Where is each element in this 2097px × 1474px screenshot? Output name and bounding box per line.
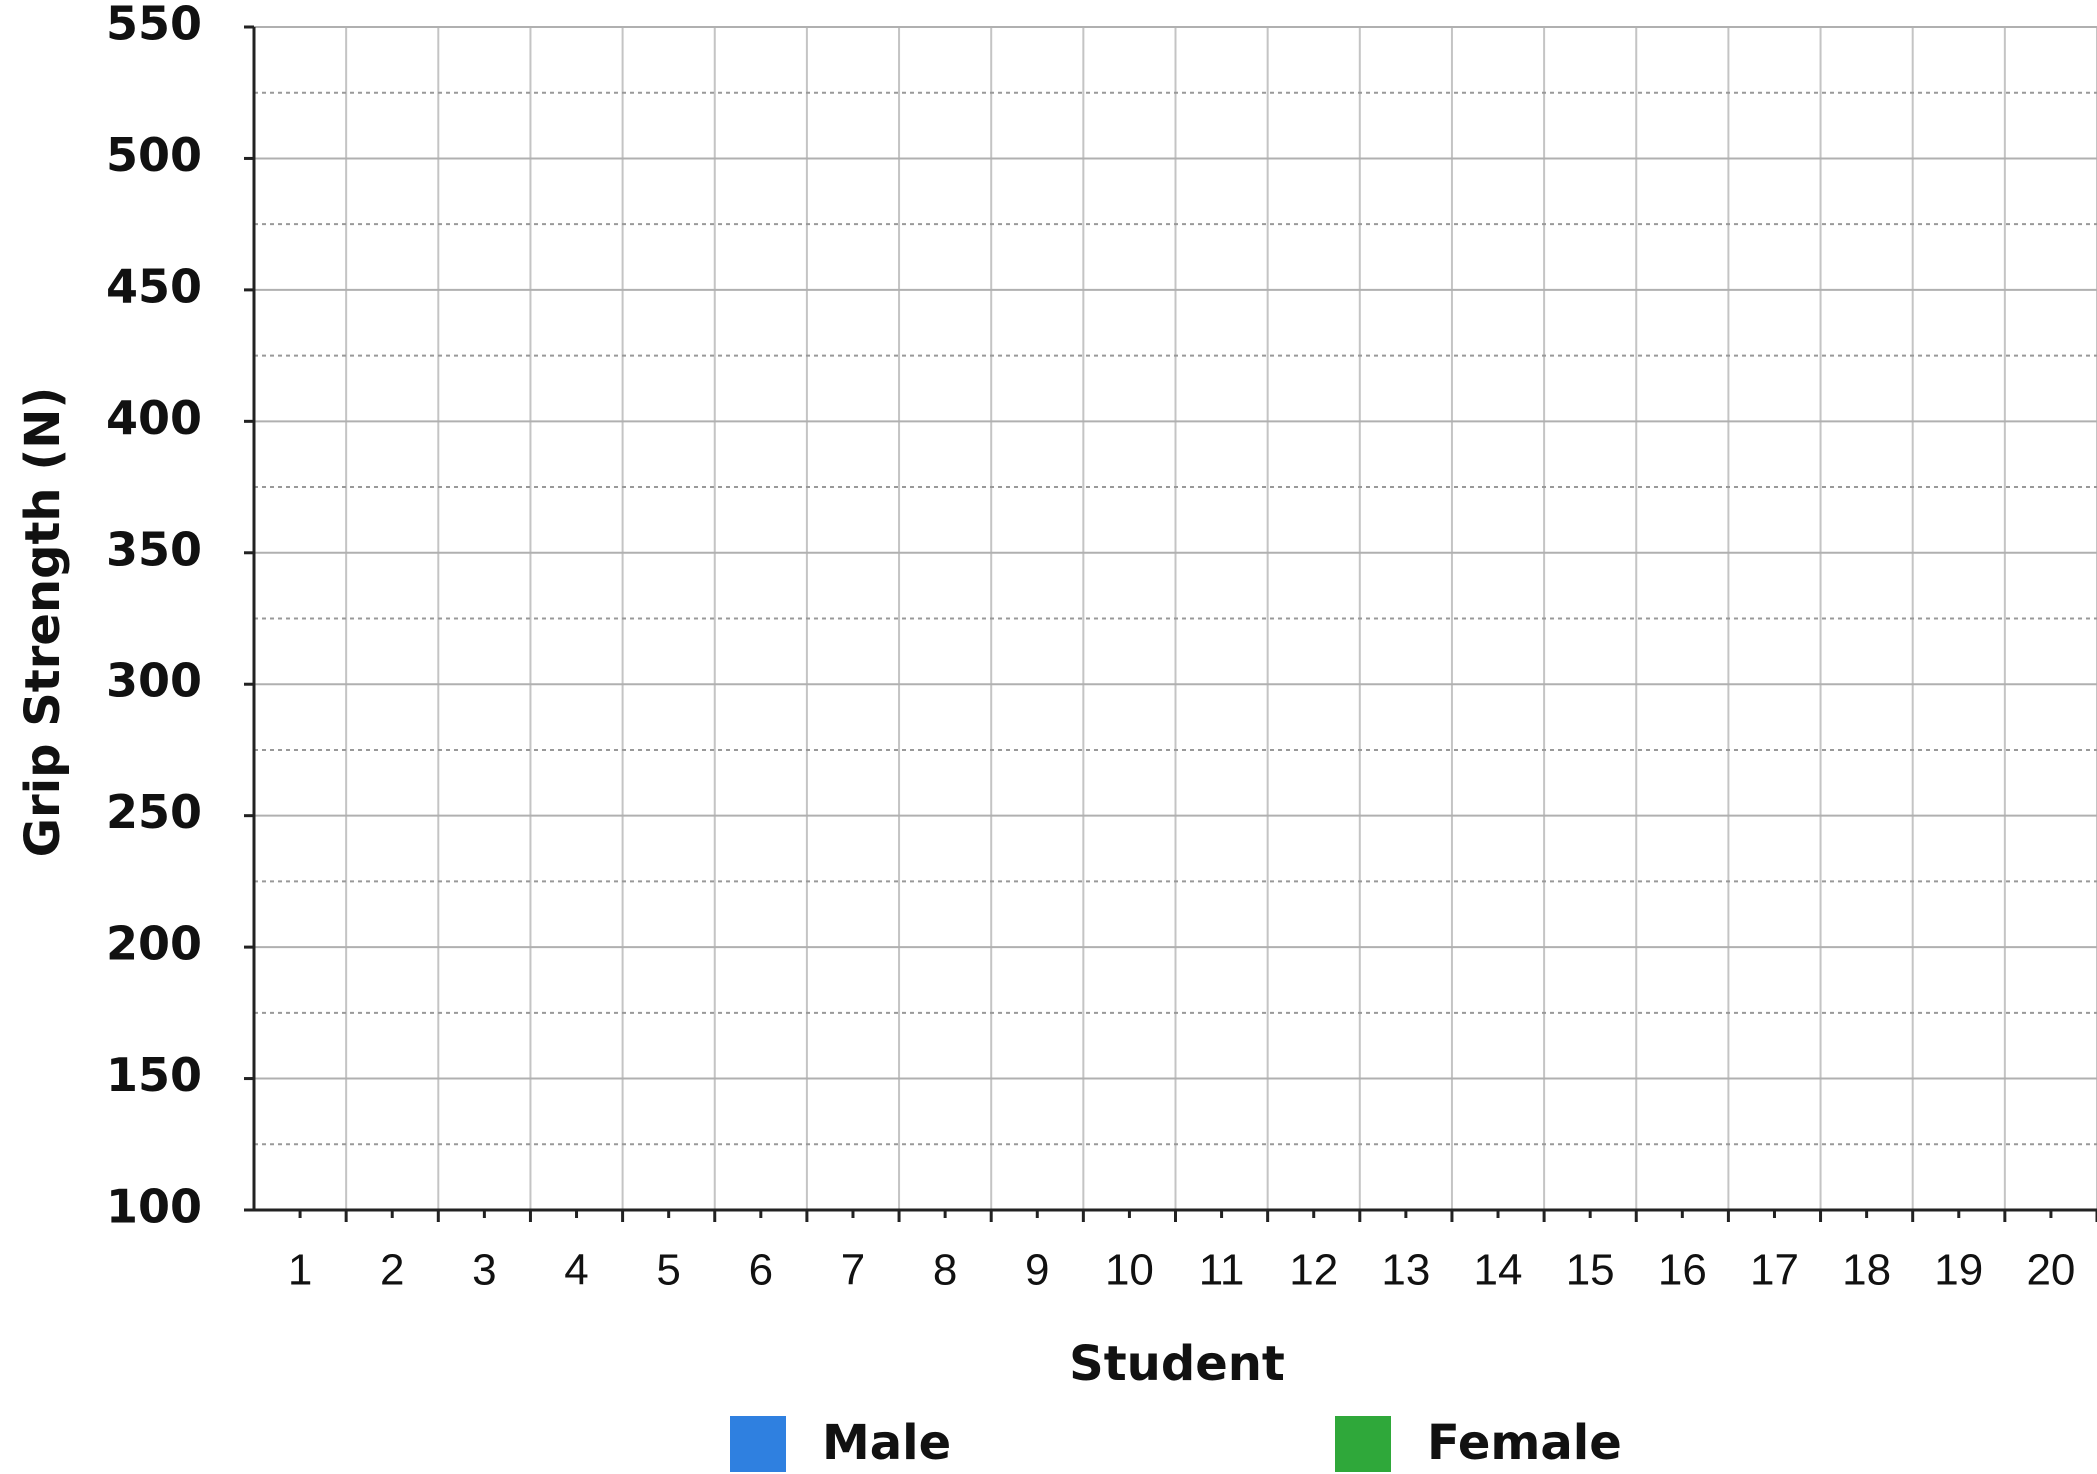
legend-swatch [1335,1416,1391,1472]
y-tick-label: 150 [106,1048,202,1102]
x-tick-label: 13 [1381,1246,1430,1295]
legend-swatch [730,1416,786,1472]
x-tick-label: 4 [564,1246,588,1295]
y-tick-label: 550 [106,0,202,51]
y-tick-label: 500 [106,128,202,182]
y-tick-label: 300 [106,654,202,708]
y-tick-label: 250 [106,785,202,839]
x-tick-label: 15 [1566,1246,1615,1295]
x-tick-label: 16 [1658,1246,1707,1295]
x-tick-label: 12 [1289,1246,1338,1295]
x-tick-label: 11 [1199,1246,1245,1295]
x-tick-label: 19 [1934,1246,1983,1295]
x-tick-label: 3 [472,1246,496,1295]
y-tick-label: 400 [106,391,202,445]
y-tick-label: 350 [106,522,202,576]
x-tick-label: 20 [2026,1246,2075,1295]
x-tick-label: 2 [380,1246,404,1295]
legend-label: Female [1427,1415,1622,1471]
x-tick-label: 14 [1474,1246,1523,1295]
x-tick-label: 9 [1025,1246,1049,1295]
x-tick-label: 18 [1842,1246,1891,1295]
y-tick-label: 100 [106,1180,202,1234]
y-tick-label: 200 [106,917,202,971]
x-tick-label: 10 [1105,1246,1154,1295]
y-axis-label: Grip Strength (N) [15,387,71,858]
x-tick-label: 7 [841,1246,865,1295]
legend-label: Male [822,1415,951,1471]
x-tick-label: 5 [656,1246,680,1295]
x-tick-label: 1 [288,1246,312,1295]
x-tick-label: 8 [933,1246,957,1295]
y-tick-label: 450 [106,259,202,313]
x-tick-label: 6 [749,1246,773,1295]
x-tick-label: 17 [1750,1246,1799,1295]
x-axis-label: Student [1069,1336,1285,1392]
